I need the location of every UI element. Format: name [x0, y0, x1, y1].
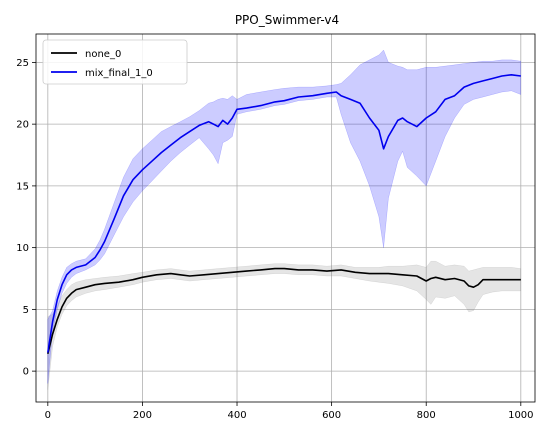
plot-frame — [35, 33, 536, 403]
y-tick-label: 15 — [16, 181, 29, 192]
legend-label: mix_final_1_0 — [85, 68, 153, 79]
legend: none_0 mix_final_1_0 — [42, 39, 188, 85]
legend-box — [42, 39, 188, 85]
series-lines — [47, 74, 521, 354]
y-tick-label: 5 — [23, 305, 29, 316]
x-tick-label: 1000 — [508, 410, 533, 421]
band-series-0 — [47, 260, 522, 390]
y-tick-label: 25 — [16, 58, 29, 69]
line-series-1 — [47, 74, 521, 353]
x-tick-label: 200 — [133, 410, 152, 421]
band-series-1 — [47, 49, 522, 384]
x-tick-label: 600 — [322, 410, 341, 421]
y-axis-ticks: 0 5 10 15 20 25 — [16, 58, 36, 378]
x-axis-ticks: 0 200 400 600 800 1000 — [45, 402, 534, 421]
x-tick-label: 800 — [417, 410, 436, 421]
line-series-0 — [47, 267, 521, 354]
y-tick-label: 0 — [23, 367, 29, 378]
y-tick-label: 20 — [16, 120, 29, 131]
x-tick-label: 400 — [227, 410, 246, 421]
legend-label: none_0 — [85, 49, 121, 60]
x-tick-label: 0 — [45, 410, 51, 421]
chart-title: PPO_Swimmer-v4 — [235, 13, 339, 27]
confidence-bands — [47, 49, 522, 390]
y-tick-label: 10 — [16, 243, 29, 254]
